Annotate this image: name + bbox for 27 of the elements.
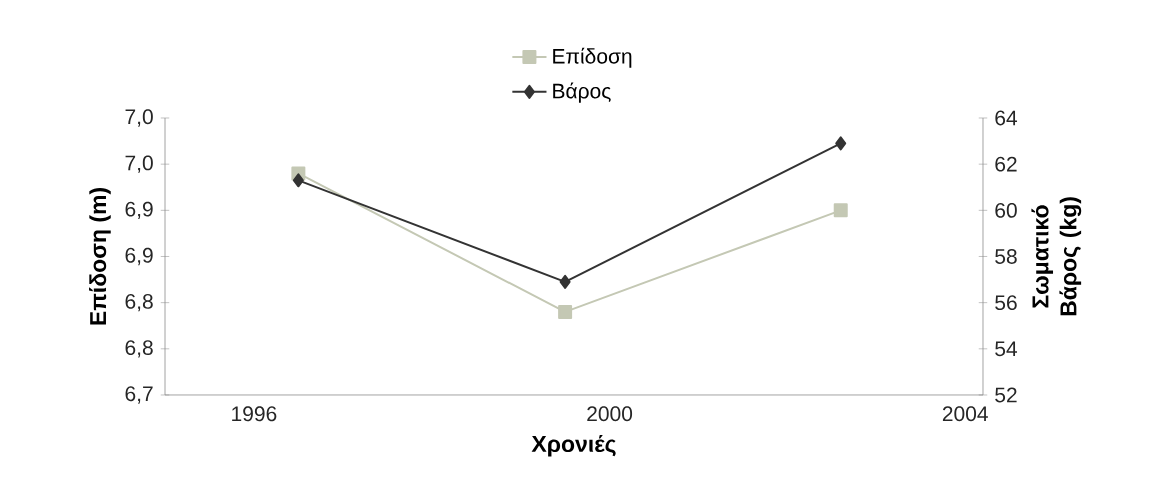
y2-axis-title: Σωματικό Βάρος (kg) <box>1031 197 1082 316</box>
x-tick-label: 1996 <box>232 406 277 422</box>
legend-label: Επίδοση <box>553 47 632 68</box>
x-tick-label: 2004 <box>942 406 988 422</box>
y-tick-label: 7,0 <box>125 155 153 173</box>
point <box>558 304 573 319</box>
y-tick-label: 7,0 <box>125 109 153 127</box>
x-axis-title: Χρονιές <box>531 434 616 457</box>
y-tick-label: 6,8 <box>125 293 153 312</box>
y2-tick-label: 62 <box>995 156 1017 172</box>
y2-tick-label: 58 <box>995 249 1017 264</box>
y2-tick-label: 54 <box>995 341 1018 357</box>
y2-tick-label: 52 <box>995 387 1017 403</box>
x-tick-label: 2000 <box>587 406 633 422</box>
y-tick-label: 6,8 <box>125 340 153 358</box>
point <box>292 173 304 188</box>
point <box>833 203 848 218</box>
point <box>559 274 571 289</box>
legend-label: Βάρος <box>553 82 611 103</box>
y2-tick-label: 60 <box>995 202 1017 218</box>
y-tick-label: 6,7 <box>125 386 153 404</box>
y2-tick-label: 56 <box>995 295 1017 311</box>
point <box>835 136 847 151</box>
y-tick-label: 6,9 <box>125 247 153 266</box>
y-tick-label: 6,9 <box>125 201 153 220</box>
y-axis-title: Επίδοση (m) <box>89 188 111 325</box>
y2-tick-label: 64 <box>995 110 1018 126</box>
